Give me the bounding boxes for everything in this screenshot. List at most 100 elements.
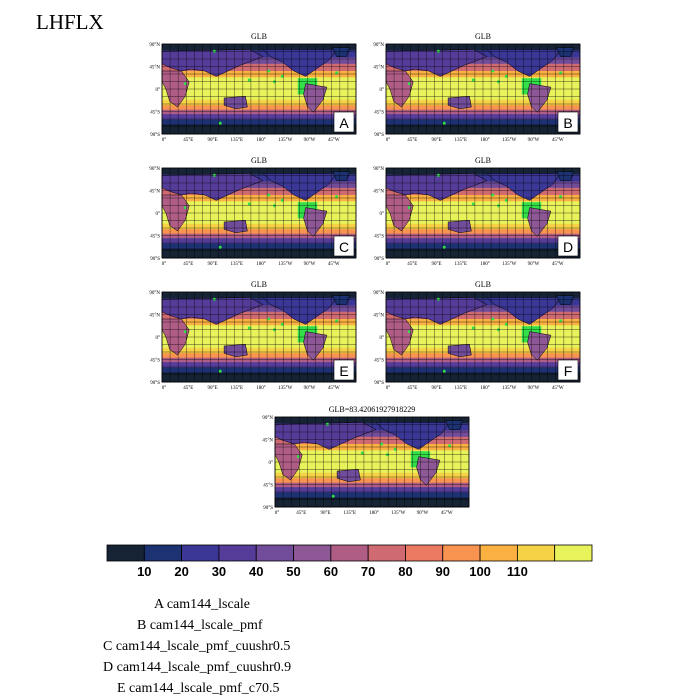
lat-tick-label: 0° <box>380 212 385 217</box>
lat-tick-label: 45°S <box>374 111 384 116</box>
colorbar-swatch <box>181 544 220 562</box>
lon-tick-label: 45°E <box>407 386 417 391</box>
lat-tick-label: 90°N <box>373 43 384 48</box>
lat-tick-label: 90°S <box>374 133 384 138</box>
panel-letter: A <box>339 115 349 131</box>
panel-title: GLB <box>251 280 267 289</box>
panel-letter-box <box>557 235 579 257</box>
colorbar-label: 70 <box>361 564 375 579</box>
lat-tick-label: 45°N <box>149 314 160 319</box>
legend-line-e: E cam144_lscale_pmf_c70.5 <box>117 681 280 696</box>
colorbar-label: 50 <box>286 564 300 579</box>
lon-tick-label: 90°E <box>431 138 441 143</box>
map-plot: 90°N45°N0°45°S90°S0° 45°E 90°E 135°E 180° 135… <box>262 416 470 516</box>
lat-tick-label: 0° <box>380 336 385 341</box>
panel-letter: C <box>339 239 349 255</box>
panel-title: GLB <box>475 156 491 165</box>
lon-tick-label: 180° <box>480 262 490 267</box>
lon-tick-label: 135°W <box>278 138 292 143</box>
lat-tick-label: 45°N <box>149 190 160 195</box>
lat-tick-label: 90°N <box>149 167 160 172</box>
lat-tick-label: 90°S <box>374 257 384 262</box>
lon-tick-label: 45°E <box>407 262 417 267</box>
colorbar-swatch <box>442 544 481 562</box>
colorbar-swatch <box>143 544 183 562</box>
page-title: LHFLX <box>36 10 104 34</box>
lon-tick-label: 135°E <box>230 386 243 391</box>
colorbar-swatch <box>255 544 294 562</box>
map-plot: 90°N45°N0°45°S90°S0° 45°E 90°E 135°E 180° 135… <box>149 291 357 391</box>
lon-tick-label: 180° <box>256 262 266 267</box>
lat-tick-label: 45°N <box>373 314 384 319</box>
lon-tick-label: 45°E <box>296 511 306 516</box>
lon-tick-label: 45°E <box>407 138 417 143</box>
colorbar-swatch <box>218 544 257 562</box>
lon-tick-label: 180° <box>369 511 379 516</box>
lon-tick-label: 135°E <box>454 386 467 391</box>
lon-tick-label: 45°E <box>183 262 193 267</box>
colorbar-swatch <box>293 544 332 562</box>
lon-tick-label: 180° <box>256 386 266 391</box>
lon-tick-label: 0° <box>386 138 391 143</box>
lon-tick-label: 135°W <box>278 262 292 267</box>
panel-letter: F <box>564 363 573 379</box>
lat-tick-label: 45°S <box>150 111 160 116</box>
lon-tick-label: 0° <box>386 262 391 267</box>
lat-tick-label: 0° <box>156 212 161 217</box>
colorbar-label: 40 <box>249 564 263 579</box>
lon-tick-label: 135°W <box>502 262 516 267</box>
panel-title: GLB=83.42061927918229 <box>328 405 416 414</box>
lon-tick-label: 0° <box>275 511 280 516</box>
legend-line-c: C cam144_lscale_pmf_cuushr0.5 <box>103 639 291 654</box>
panel-title: GLB <box>251 156 267 165</box>
lat-tick-label: 45°N <box>373 66 384 71</box>
lat-tick-label: 0° <box>156 88 161 93</box>
lon-tick-label: 90°E <box>431 386 441 391</box>
lat-tick-label: 0° <box>156 336 161 341</box>
lon-tick-label: 180° <box>480 386 490 391</box>
lon-tick-label: 135°W <box>502 386 516 391</box>
lat-tick-label: 90°S <box>263 506 273 511</box>
lat-tick-label: 90°N <box>373 291 384 296</box>
colorbar-swatch <box>405 544 444 562</box>
lon-tick-label: 180° <box>256 138 266 143</box>
panel-letter-box <box>333 111 355 133</box>
panel-letter-box <box>557 359 579 381</box>
legend-line-a: A cam144_lscale <box>154 597 251 612</box>
lon-tick-label: 135°W <box>391 511 405 516</box>
colorbar-swatch <box>330 544 369 562</box>
map-panel-a: GLB 90°N 45°N 0° 45°S 90°S 0° 45°E 90°E 135°E 180°… <box>140 32 364 156</box>
panel-title: GLB <box>251 32 267 41</box>
colorbar-swatch <box>106 544 145 562</box>
lon-tick-label: 90°W <box>528 138 540 143</box>
colorbar-label: 90 <box>436 564 450 579</box>
map-plot: 90°N45°N0°45°S90°S0° 45°E 90°E 135°E 180° 135… <box>149 43 357 143</box>
lat-tick-label: 90°S <box>150 381 160 386</box>
legend-line-b: B cam144_lscale_pmf <box>137 618 263 633</box>
lon-tick-label: 45°W <box>552 262 564 267</box>
lat-tick-label: 45°N <box>149 66 160 71</box>
lat-tick-label: 90°N <box>373 167 384 172</box>
lon-tick-label: 90°W <box>417 511 429 516</box>
colorbar-swatch <box>554 544 593 562</box>
panel-title: GLB <box>475 280 491 289</box>
lon-tick-label: 180° <box>480 138 490 143</box>
panel-letter: E <box>339 363 348 379</box>
lon-tick-label: 90°W <box>528 262 540 267</box>
legend-line-d: D cam144_lscale_pmf_cuushr0.9 <box>103 660 292 675</box>
panel-letter-box <box>557 111 579 133</box>
lon-tick-label: 135°E <box>230 262 243 267</box>
lat-tick-label: 45°S <box>150 359 160 364</box>
lon-tick-label: 90°W <box>304 262 316 267</box>
colorbar-label: 10 <box>137 564 151 579</box>
map-plot: 90°N45°N0°45°S90°S0° 45°E 90°E 135°E 180° 135… <box>149 167 357 267</box>
map-panel-summary: GLB=83.42061927918229 90°N 45°N 0° 45°S 90°S 0… <box>253 405 477 529</box>
lon-tick-label: 90°W <box>528 386 540 391</box>
lat-tick-label: 90°N <box>262 416 273 421</box>
lon-tick-label: 90°E <box>431 262 441 267</box>
colorbar-swatch <box>479 544 518 562</box>
panel-letter-box <box>333 235 355 257</box>
lon-tick-label: 135°E <box>454 262 467 267</box>
lat-tick-label: 45°N <box>373 190 384 195</box>
lat-tick-label: 90°S <box>150 257 160 262</box>
